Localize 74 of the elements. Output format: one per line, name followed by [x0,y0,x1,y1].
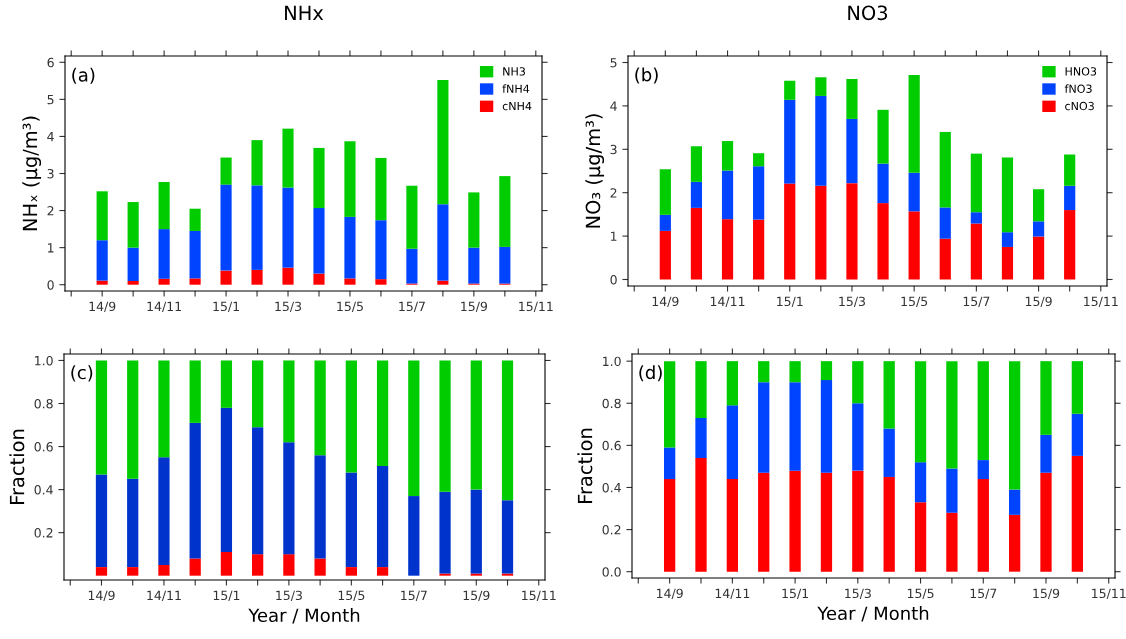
y-tick-label: 1.0 [603,356,621,367]
x-tick-label: 15/1 [213,301,239,313]
y-tick-label: 0.8 [34,398,53,409]
x-tick-label: 14/9 [656,588,683,600]
x-tick-label: 15/5 [901,296,928,308]
y-axis-title: NHₓ (μg/m³) [22,116,42,231]
x-tick-label: 15/7 [970,588,997,600]
x-tick-label: 14/11 [147,301,181,313]
x-tick-label: 15/5 [338,590,365,602]
y-tick-label: 0.0 [602,567,621,577]
y-tick-label: 2 [610,188,617,198]
x-tick-label: 14/11 [715,588,750,600]
y-tick-label: 5 [610,58,617,68]
legend-label: HNO3 [1065,67,1097,76]
x-tick-label: 15/5 [907,588,934,600]
y-tick-label: 1.0 [35,355,53,366]
annotation: (b) [635,67,658,84]
y-tick-label: 1 [48,243,54,253]
x-tick-label: 15/3 [275,301,302,313]
y-tick-label: 4 [47,132,54,142]
legend-label: cNH4 [502,101,532,111]
x-tick-label: 14/9 [89,301,116,313]
x-tick-label: 15/7 [399,301,425,313]
chart-title: NO3 [848,5,888,21]
x-tick-label: 14/11 [147,590,181,602]
x-tick-label: 15/11 [1092,588,1126,600]
y-tick-label: 3 [47,168,54,179]
legend-label: fNO3 [1064,84,1092,93]
legend-label: NH3 [503,67,525,76]
y-tick-label: 5 [47,95,54,105]
y-tick-label: 2 [47,206,54,216]
chart-title: NHx [285,5,324,20]
y-tick-label: 4 [610,101,617,111]
x-tick-label: 15/11 [519,301,553,313]
x-tick-label: 15/3 [276,590,302,602]
y-tick-label: 0.6 [34,442,53,452]
x-tick-label: 15/3 [839,296,865,308]
x-tick-label: 15/7 [401,590,427,602]
y-tick-label: 6 [47,57,54,68]
x-tick-label: 14/11 [710,296,745,308]
y-axis-title: Fraction [9,429,25,504]
y-tick-label: 0.6 [602,440,621,451]
x-tick-label: 15/1 [782,588,808,600]
y-tick-label: 1 [611,231,617,241]
y-axis-title: NO₃ (μg/m³) [585,114,605,228]
x-tick-label: 15/5 [337,301,363,313]
annotation: (c) [71,365,93,382]
annotation: (d) [639,365,662,382]
x-tick-label: 15/9 [1033,588,1060,600]
y-tick-label: 0 [610,274,617,285]
y-tick-label: 0.4 [602,482,621,493]
x-tick-label: 15/11 [1084,296,1118,308]
x-tick-label: 15/11 [522,590,556,602]
y-tick-label: 0 [47,280,54,290]
x-axis-title: Year / Month [248,608,360,624]
y-tick-label: 0.4 [34,485,53,495]
x-tick-label: 15/7 [963,296,990,308]
x-tick-label: 15/1 [777,296,803,308]
legend-label: cNO3 [1065,101,1094,111]
y-tick-label: 0.8 [602,398,621,409]
y-axis-title: Fraction [577,428,593,503]
annotation: (a) [72,67,95,84]
x-tick-label: 15/9 [463,590,490,602]
x-axis-title: Year / Month [817,606,929,622]
x-tick-label: 15/3 [845,588,871,600]
x-tick-label: 14/9 [88,590,115,602]
y-tick-label: 3 [610,144,617,155]
y-tick-label: 0.2 [602,525,621,535]
x-tick-label: 15/1 [213,590,240,602]
legend-label: fNH4 [502,84,530,93]
x-tick-label: 14/9 [652,296,679,308]
y-tick-label: 0.2 [34,528,53,538]
x-tick-label: 15/9 [1025,296,1052,308]
x-tick-label: 15/9 [461,301,488,313]
